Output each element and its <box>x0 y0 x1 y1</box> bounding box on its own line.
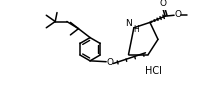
Text: N: N <box>125 19 132 28</box>
Text: HCl: HCl <box>145 66 162 76</box>
Text: O: O <box>160 0 167 8</box>
Text: H: H <box>133 25 139 34</box>
Text: O: O <box>106 58 113 67</box>
Text: O: O <box>174 10 181 19</box>
